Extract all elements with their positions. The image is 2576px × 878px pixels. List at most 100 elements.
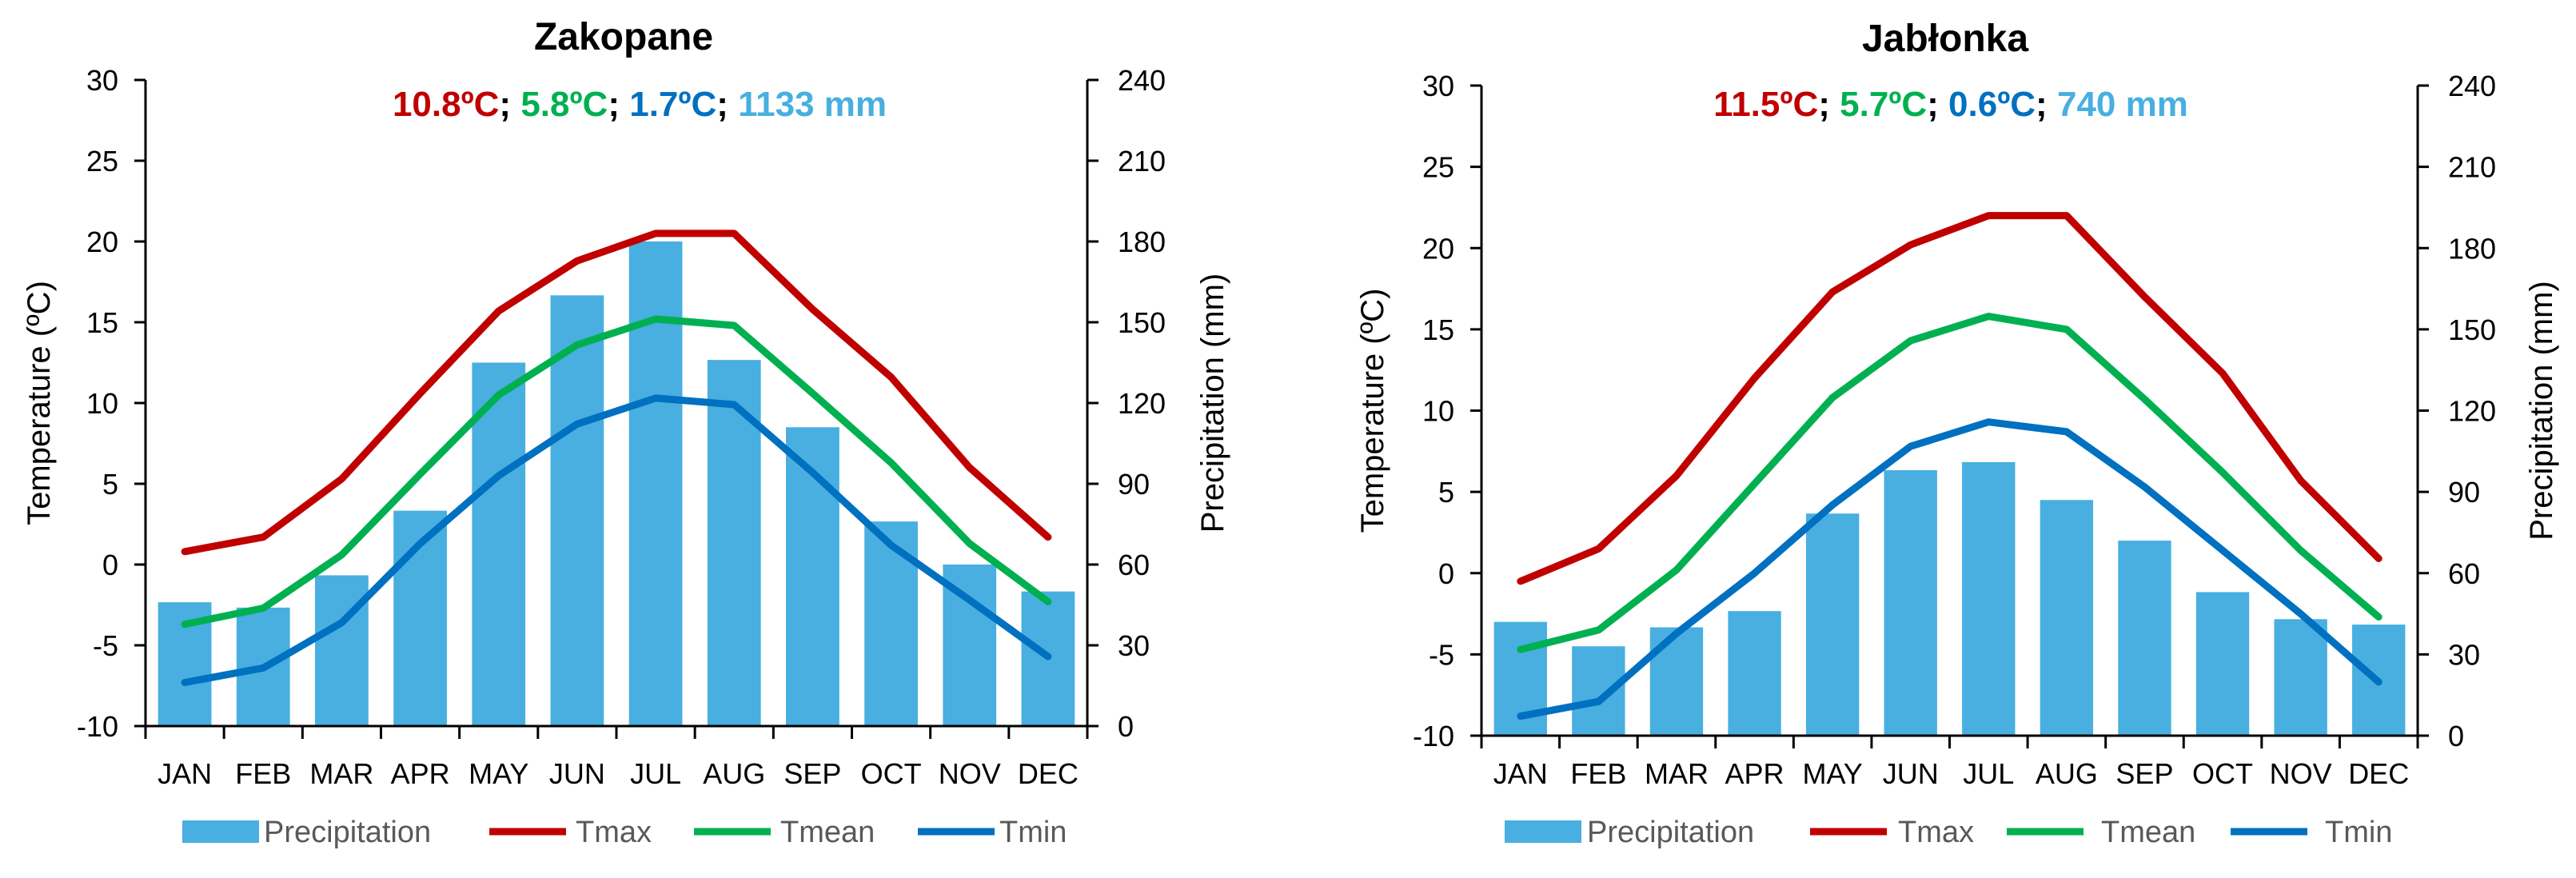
x-tick-label: MAY xyxy=(469,757,528,790)
y2-tick-label: 180 xyxy=(1118,225,1166,258)
summary-segment: 5.8ºC xyxy=(520,85,608,124)
y2-tick-label: 240 xyxy=(2448,70,2496,102)
precipitation-bar-jul xyxy=(628,241,683,726)
precipitation-bar-jun xyxy=(1884,470,1937,736)
y-tick-label: 10 xyxy=(1422,395,1454,428)
summary-segment: 740 mm xyxy=(2057,85,2188,124)
x-tick-label: DEC xyxy=(1018,757,1079,790)
y-tick-label: 15 xyxy=(1422,313,1454,346)
summary-stats: 11.5ºC; 5.7ºC; 0.6ºC; 740 mm xyxy=(1713,85,2188,124)
x-tick-label: JUL xyxy=(630,757,681,790)
legend-label: Tmean xyxy=(780,816,875,849)
y2-tick-label: 210 xyxy=(2448,151,2496,184)
y-axis-label: Temperature (ºC) xyxy=(22,281,57,525)
x-tick-label: JAN xyxy=(158,757,212,790)
x-tick-label: MAR xyxy=(309,757,373,790)
x-tick-label: JAN xyxy=(1493,757,1548,790)
summary-segment: ; xyxy=(1927,85,1948,124)
chart-title: Zakopane xyxy=(534,16,713,58)
precipitation-bar-feb xyxy=(1572,646,1625,736)
y2-tick-label: 150 xyxy=(1118,306,1166,339)
y2-tick-label: 120 xyxy=(1118,387,1166,420)
precipitation-bar-mar xyxy=(315,575,369,726)
summary-segment: ; xyxy=(2036,85,2057,124)
precipitation-bar-oct xyxy=(864,521,918,726)
series-line-tmax xyxy=(181,229,1052,556)
summary-stats: 10.8ºC; 5.8ºC; 1.7ºC; 1133 mm xyxy=(393,85,887,124)
y2-axis-label: Precipitation (mm) xyxy=(1195,273,1230,533)
y-tick-label: 5 xyxy=(102,468,118,501)
chart-zakopane: Zakopane 30 25 20 15 10 5 0 -5 -10 240 210 180 150 120… xyxy=(22,16,1230,849)
y2-tick-label: 0 xyxy=(2448,720,2464,752)
x-tick-label: SEP xyxy=(2115,757,2173,790)
y-tick-label: 30 xyxy=(86,64,118,97)
x-tick-label: NOV xyxy=(939,757,1001,790)
precipitation-bar-may xyxy=(1805,513,1860,736)
y2-tick-label: 210 xyxy=(1118,145,1166,178)
legend-label: Tmax xyxy=(1898,816,1974,849)
y-tick-label: 5 xyxy=(1438,476,1454,509)
precipitation-bar-aug xyxy=(2040,500,2094,736)
legend-label: Precipitation xyxy=(264,816,431,849)
x-tick-label: APR xyxy=(1725,757,1784,790)
summary-segment: ; xyxy=(716,85,738,124)
y2-tick-label: 30 xyxy=(1118,629,1150,662)
summary-segment: 10.8ºC xyxy=(393,85,499,124)
summary-segment: ; xyxy=(1818,85,1840,124)
precipitation-bar-apr xyxy=(1728,611,1781,736)
x-tick-label: JUL xyxy=(1963,757,2014,790)
y2-tick-label: 90 xyxy=(2448,476,2480,509)
chart-jablonka: Jabłonka 30 25 20 15 10 5 0 -5 -10 240 210 180 150 120… xyxy=(1355,18,2559,849)
x-tick-label: JUN xyxy=(549,757,605,790)
y2-tick-label: 180 xyxy=(2448,232,2496,265)
y-tick-label: 25 xyxy=(86,145,118,178)
y-tick-label: -5 xyxy=(1429,638,1454,671)
x-tick-label: OCT xyxy=(861,757,922,790)
y2-tick-label: 0 xyxy=(1118,710,1134,743)
precipitation-bar-may xyxy=(472,362,526,726)
y-tick-label: 20 xyxy=(1422,232,1454,265)
x-tick-label: DEC xyxy=(2348,757,2409,790)
series-line-tmean xyxy=(181,315,1052,629)
x-tick-label: FEB xyxy=(1570,757,1626,790)
legend-label: Precipitation xyxy=(1587,816,1754,849)
precipitation-bar-nov xyxy=(2274,619,2327,736)
y2-tick-label: 90 xyxy=(1118,468,1150,501)
x-tick-label: SEP xyxy=(784,757,841,790)
y2-tick-label: 120 xyxy=(2448,395,2496,428)
y-axis-label: Temperature (ºC) xyxy=(1355,289,1390,533)
summary-segment: 11.5ºC xyxy=(1713,85,1818,124)
x-tick-label: OCT xyxy=(2192,757,2253,790)
series-line-tmean xyxy=(1517,313,2383,653)
y-tick-label: 25 xyxy=(1422,151,1454,184)
y-tick-label: 30 xyxy=(1422,70,1454,102)
summary-segment: ; xyxy=(608,85,629,124)
precipitation-bar-sep xyxy=(2118,541,2171,736)
legend-swatch-precipitation xyxy=(1505,820,1581,843)
x-tick-label: JUN xyxy=(1883,757,1939,790)
precipitation-bar-jul xyxy=(1962,461,2016,736)
x-tick-label: FEB xyxy=(235,757,291,790)
summary-segment: 1.7ºC xyxy=(629,85,716,124)
series-line-tmin xyxy=(1517,418,2383,720)
x-tick-label: NOV xyxy=(2270,757,2332,790)
summary-segment: 1133 mm xyxy=(738,85,887,124)
precipitation-bar-aug xyxy=(707,360,761,726)
chart-title: Jabłonka xyxy=(1862,18,2028,60)
y-tick-label: 0 xyxy=(102,549,118,581)
y-tick-label: -10 xyxy=(1413,720,1454,752)
precipitation-bar-oct xyxy=(2195,592,2250,736)
series-line-tmax xyxy=(1517,212,2383,585)
y-tick-label: 0 xyxy=(1438,557,1454,590)
x-tick-label: AUG xyxy=(2036,757,2098,790)
y2-tick-label: 240 xyxy=(1118,64,1166,97)
y2-axis-label: Precipitation (mm) xyxy=(2524,281,2559,541)
precipitation-bar-jun xyxy=(550,295,604,726)
x-tick-label: APR xyxy=(391,757,450,790)
precipitation-bar-mar xyxy=(1649,627,1704,736)
legend-swatch-precipitation xyxy=(182,820,259,843)
y-tick-label: -5 xyxy=(93,629,118,662)
y2-tick-label: 60 xyxy=(1118,549,1150,581)
y-tick-label: -10 xyxy=(77,710,118,743)
